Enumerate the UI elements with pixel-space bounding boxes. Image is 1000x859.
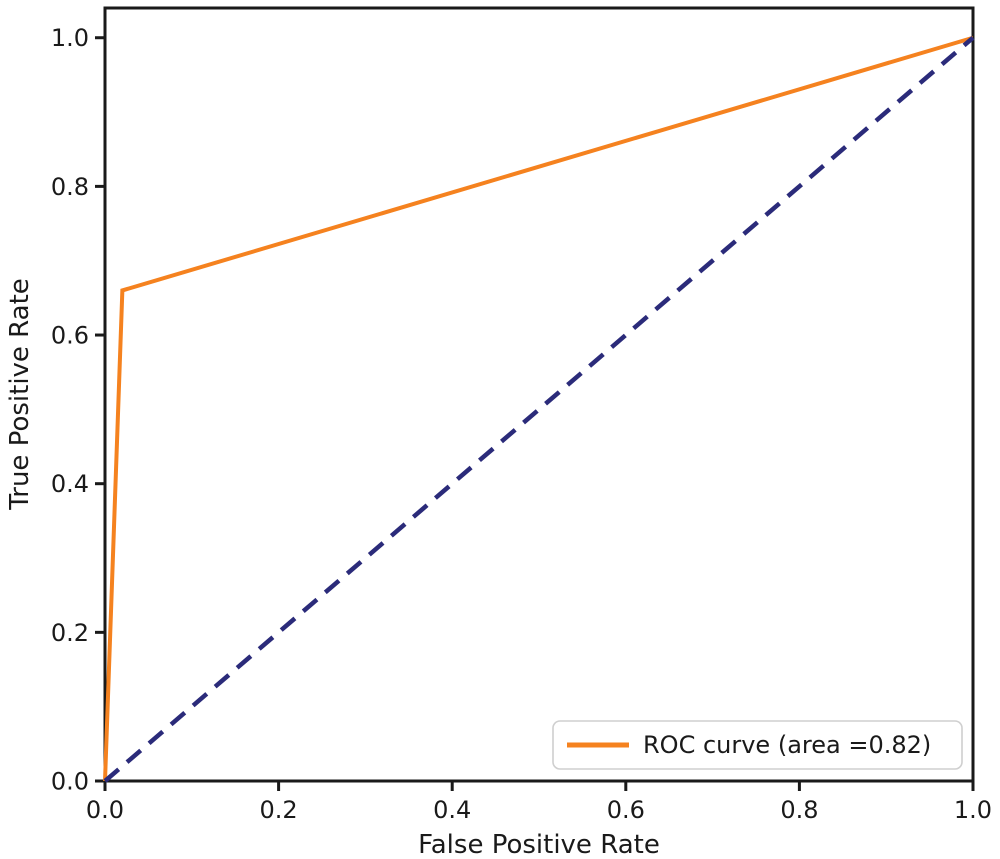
legend-label: ROC curve (area =0.82) [643,731,931,759]
x-tick-label: 0.4 [433,796,471,824]
plot-border [103,6,975,783]
axis-ticks: 0.0 0.2 0.4 0.6 0.8 1.0 0.0 0.2 0.4 0.6 0.8 1.0 [51,24,992,824]
x-tick-label: 0.0 [86,796,124,824]
y-tick-label: 0.0 [51,768,89,796]
x-tick-label: 0.6 [607,796,645,824]
x-tick-label: 0.8 [780,796,818,824]
series-line-chance-diagonal [103,36,975,783]
plot-series [103,35,975,783]
y-tick-label: 0.6 [51,322,89,350]
x-tick-label: 1.0 [954,796,992,824]
y-tick-label: 1.0 [51,24,89,52]
y-tick-label: 0.8 [51,173,89,201]
legend: ROC curve (area =0.82) [552,720,963,770]
x-tick-label: 0.2 [260,796,298,824]
y-axis-label: True Positive Rate [5,278,35,511]
x-axis-label: False Positive Rate [418,830,660,859]
legend-box [552,720,963,770]
series-line-roc-curve [103,35,974,782]
y-tick-label: 0.2 [51,619,89,647]
y-tick-label: 0.4 [51,470,89,498]
